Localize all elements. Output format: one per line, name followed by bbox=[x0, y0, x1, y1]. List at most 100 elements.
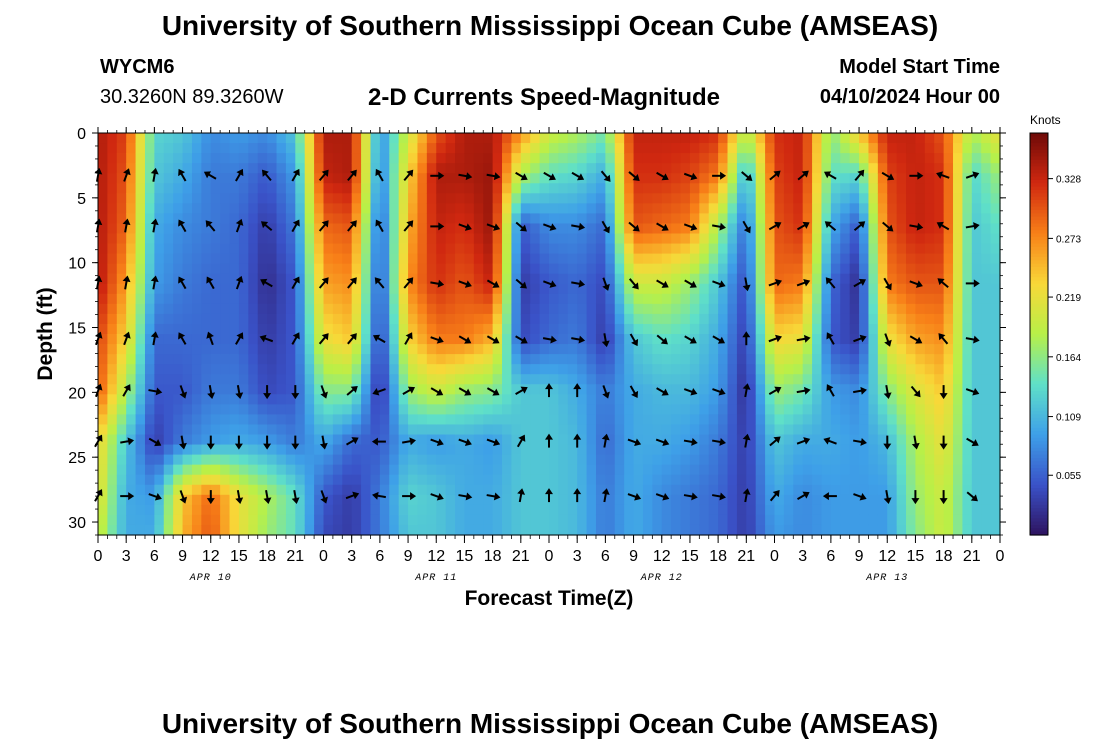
heatmap-cell bbox=[633, 484, 644, 496]
heatmap-cell bbox=[210, 504, 221, 516]
heatmap-cell bbox=[981, 283, 992, 295]
heatmap-cell bbox=[736, 444, 747, 456]
heatmap-cell bbox=[473, 444, 484, 456]
current-arrow-head bbox=[742, 331, 751, 338]
heatmap-cell bbox=[943, 293, 954, 305]
heatmap-cell bbox=[971, 424, 982, 436]
heatmap-cell bbox=[624, 344, 635, 355]
heatmap-cell bbox=[116, 253, 127, 265]
heatmap-cell bbox=[661, 394, 672, 405]
heatmap-cell bbox=[906, 414, 917, 426]
heatmap-cell bbox=[755, 203, 766, 214]
heatmap-cell bbox=[511, 364, 522, 375]
heatmap-cell bbox=[210, 233, 221, 245]
heatmap-cell bbox=[285, 323, 296, 335]
heatmap-cell bbox=[652, 173, 663, 184]
heatmap-cell bbox=[144, 283, 155, 295]
heatmap-cell bbox=[379, 273, 390, 285]
heatmap-cell bbox=[473, 384, 484, 395]
current-arrow-head bbox=[349, 333, 357, 341]
current-arrow-head bbox=[464, 388, 472, 396]
heatmap-cell bbox=[464, 444, 475, 456]
current-arrow-head bbox=[772, 489, 780, 498]
heatmap-cell bbox=[877, 474, 888, 486]
heatmap-cell bbox=[906, 404, 917, 415]
heatmap-cell bbox=[614, 414, 625, 426]
colorbar-segment bbox=[1030, 256, 1048, 261]
x-tick-label: 18 bbox=[258, 548, 276, 565]
heatmap-cell bbox=[981, 313, 992, 325]
heatmap-cell bbox=[671, 193, 682, 204]
current-arrow-head bbox=[578, 279, 586, 288]
heatmap-cell bbox=[116, 514, 127, 526]
heatmap-cell bbox=[126, 424, 137, 436]
heatmap-cell bbox=[708, 514, 719, 526]
heatmap-cell bbox=[962, 283, 973, 295]
heatmap-cell bbox=[774, 344, 785, 355]
colorbar-segment bbox=[1030, 159, 1048, 164]
heatmap-cell bbox=[812, 223, 823, 235]
heatmap-cell bbox=[455, 364, 466, 375]
heatmap-cell bbox=[126, 414, 137, 426]
heatmap-cell bbox=[126, 464, 137, 476]
heatmap-cell bbox=[793, 133, 804, 144]
heatmap-cell bbox=[135, 183, 146, 194]
heatmap-cell bbox=[859, 293, 870, 305]
heatmap-cell bbox=[492, 133, 503, 144]
heatmap-cell bbox=[210, 133, 221, 144]
heatmap-cell bbox=[558, 514, 569, 526]
heatmap-cell bbox=[417, 344, 428, 355]
heatmap-cell bbox=[934, 444, 945, 456]
heatmap-cell bbox=[370, 213, 381, 225]
heatmap-cell bbox=[906, 243, 917, 255]
heatmap-cell bbox=[483, 364, 494, 375]
heatmap-cell bbox=[915, 233, 926, 245]
heatmap-cell bbox=[238, 384, 249, 395]
heatmap-cell bbox=[539, 213, 550, 225]
heatmap-cell bbox=[924, 203, 935, 214]
heatmap-cell bbox=[953, 143, 964, 154]
heatmap-cell bbox=[426, 354, 437, 365]
heatmap-cell bbox=[915, 293, 926, 305]
heatmap-cell bbox=[727, 283, 738, 295]
heatmap-cell bbox=[924, 313, 935, 325]
heatmap-cell bbox=[257, 303, 268, 315]
heatmap-cell bbox=[840, 404, 851, 415]
current-arrow bbox=[375, 219, 384, 233]
heatmap-cell bbox=[896, 424, 907, 436]
heatmap-cell bbox=[191, 384, 202, 395]
heatmap-cell bbox=[483, 223, 494, 235]
heatmap-cell bbox=[483, 394, 494, 405]
heatmap-cell bbox=[915, 203, 926, 214]
heatmap-cell bbox=[699, 263, 710, 275]
heatmap-cell bbox=[398, 464, 409, 476]
heatmap-cell bbox=[295, 474, 306, 486]
heatmap-cell bbox=[379, 293, 390, 305]
heatmap-cell bbox=[624, 484, 635, 496]
heatmap-cell bbox=[455, 253, 466, 265]
heatmap-cell bbox=[323, 464, 334, 476]
heatmap-cell bbox=[830, 454, 841, 466]
heatmap-cell bbox=[220, 223, 231, 235]
heatmap-cell bbox=[549, 293, 559, 305]
current-arrow bbox=[122, 275, 131, 290]
heatmap-cell bbox=[436, 374, 447, 385]
heatmap-cell bbox=[351, 484, 362, 496]
heatmap-cell bbox=[953, 504, 964, 516]
heatmap-cell bbox=[116, 133, 127, 144]
heatmap-cell bbox=[248, 354, 259, 365]
heatmap-cell bbox=[426, 153, 437, 164]
heatmap-cell bbox=[107, 143, 118, 154]
heatmap-cell bbox=[934, 223, 945, 235]
heatmap-cell bbox=[633, 313, 644, 325]
heatmap-cell bbox=[464, 263, 475, 275]
heatmap-cell bbox=[154, 514, 165, 526]
heatmap-cell bbox=[793, 143, 804, 154]
heatmap-cell bbox=[173, 243, 184, 255]
heatmap-cell bbox=[248, 273, 259, 285]
heatmap-cell bbox=[934, 233, 945, 245]
heatmap-cell bbox=[201, 344, 212, 355]
heatmap-cell bbox=[314, 444, 325, 456]
heatmap-cell bbox=[201, 394, 212, 405]
heatmap-cell bbox=[107, 253, 118, 265]
